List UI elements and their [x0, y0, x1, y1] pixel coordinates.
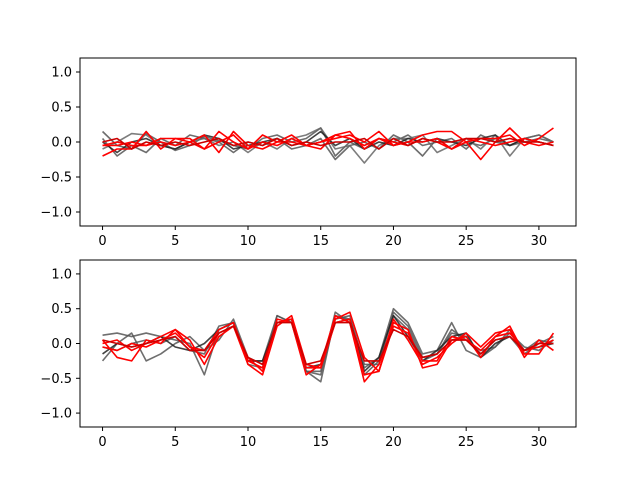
- series-line-7: [102, 137, 554, 150]
- y-tick-label: −1.0: [40, 206, 72, 221]
- series-group: [101, 307, 555, 383]
- y-tick-label: 0.0: [51, 337, 72, 352]
- x-tick-label: 10: [240, 435, 257, 450]
- bottom-subplot: 0 5 10 15 20 25 30 1.0 0.5 0.0 −0.5 −1.0: [40, 259, 577, 450]
- y-tick-label: −0.5: [40, 171, 72, 186]
- series-line-6: [102, 318, 554, 376]
- series-group: [101, 127, 554, 164]
- y-tick-label: 1.0: [51, 267, 72, 282]
- x-tick-label: 0: [98, 234, 106, 249]
- series-line-7: [102, 321, 554, 366]
- x-tick-label: 15: [312, 435, 329, 450]
- series-line-1: [101, 134, 554, 161]
- y-tick-label: 1.0: [51, 66, 72, 81]
- y-tick-label: 0.5: [51, 302, 72, 317]
- x-tick-label: 5: [171, 435, 179, 450]
- x-tick-label: 25: [458, 234, 475, 249]
- x-tick-label: 10: [240, 234, 257, 249]
- x-tick-label: 30: [531, 435, 548, 450]
- series-line-5: [102, 130, 554, 150]
- y-tick-label: 0.5: [51, 101, 72, 116]
- x-tick-label: 25: [458, 435, 475, 450]
- y-tick-label: −0.5: [40, 372, 72, 387]
- y-tick-label: −1.0: [40, 407, 72, 422]
- y-tick-label: 0.0: [51, 136, 72, 151]
- x-tick-label: 20: [385, 234, 402, 249]
- x-tick-label: 15: [312, 234, 329, 249]
- x-tick-label: 20: [385, 435, 402, 450]
- x-tick-label: 30: [531, 234, 548, 249]
- series-line-6: [102, 127, 554, 161]
- top-subplot: 0 5 10 15 20 25 30 1.0 0.5 0.0 −0.5 −1.0: [40, 57, 577, 249]
- x-tick-label: 5: [171, 234, 179, 249]
- x-tick-label: 0: [98, 435, 106, 450]
